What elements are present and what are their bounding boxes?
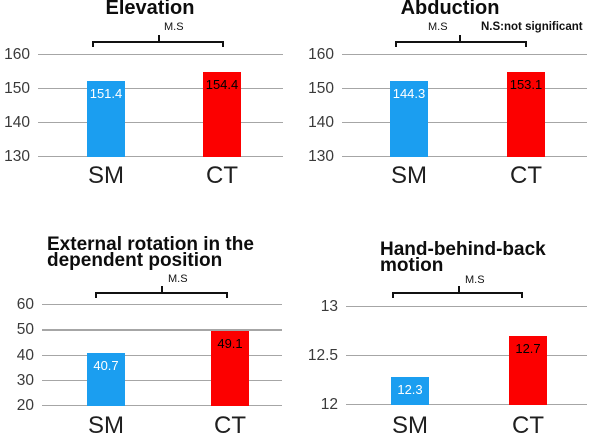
- y-tick-label: 13: [320, 298, 338, 315]
- significance-bracket-line: [395, 41, 527, 43]
- chart-elevation: Elevation M.S 160 150 140 130 151.4 SM 154.4 CT: [0, 0, 300, 218]
- gridline: [346, 404, 587, 406]
- y-tick-label: 130: [308, 148, 334, 165]
- bracket-right-tick: [525, 41, 527, 47]
- chart-title: Elevation: [0, 0, 300, 19]
- gridline: [342, 122, 587, 124]
- significance-bracket-line: [92, 41, 224, 43]
- bar-sm: 144.3: [390, 80, 428, 157]
- x-label-sm: SM: [88, 412, 124, 437]
- bracket-center-tick: [458, 286, 460, 292]
- bracket-right-tick: [222, 41, 224, 47]
- gridline: [42, 329, 282, 331]
- bracket-left-tick: [395, 41, 397, 47]
- chart-title-line: Abduction: [400, 0, 500, 19]
- significance-label: M.S: [428, 21, 448, 33]
- gridline: [342, 88, 587, 90]
- bar-value-label: 154.4: [205, 77, 239, 93]
- x-label-ct: CT: [214, 412, 246, 437]
- y-tick-label: 12: [320, 396, 338, 413]
- gridline: [346, 306, 587, 308]
- chart-abduction: Abduction M.S N.S:not significant 160 150 140…: [300, 0, 600, 218]
- bar-sm: 151.4: [87, 80, 125, 157]
- chart-title: Hand-behind-back motion: [380, 239, 546, 276]
- bar-value-label: 12.3: [397, 381, 423, 397]
- chart-title: Abduction: [300, 0, 600, 19]
- bracket-left-tick: [392, 292, 394, 298]
- bar-sm: 40.7: [87, 353, 125, 406]
- y-tick-label: 140: [4, 114, 30, 131]
- y-tick-label: 160: [308, 46, 334, 63]
- significance-label: M.S: [465, 274, 485, 286]
- bracket-left-tick: [92, 41, 94, 47]
- bar-ct: 12.7: [509, 336, 547, 405]
- gridline: [42, 304, 282, 306]
- y-tick-label: 20: [16, 397, 34, 414]
- x-label-sm: SM: [391, 162, 427, 189]
- y-tick-label: 140: [308, 114, 334, 131]
- y-tick-label: 12.5: [307, 347, 338, 364]
- y-tick-label: 160: [4, 46, 30, 63]
- chart-title-line: External rotation in the: [47, 234, 254, 255]
- x-label-sm: SM: [88, 162, 124, 189]
- x-label-sm: SM: [392, 412, 428, 437]
- gridline: [38, 54, 283, 56]
- gridline: [342, 54, 587, 56]
- significance-label: M.S: [168, 273, 188, 285]
- bar-value-label: 49.1: [217, 336, 243, 352]
- chart-title-line: motion: [380, 255, 444, 276]
- bracket-right-tick: [521, 292, 523, 298]
- y-tick-label: 150: [4, 80, 30, 97]
- bracket-left-tick: [95, 292, 97, 298]
- gridline: [42, 354, 282, 356]
- bracket-center-tick: [459, 35, 461, 41]
- bar-value-label: 151.4: [89, 85, 123, 101]
- bracket-center-tick: [161, 286, 163, 292]
- y-tick-label: 40: [16, 346, 34, 364]
- bracket-center-tick: [158, 35, 160, 41]
- ns-note: N.S:not significant: [481, 21, 583, 33]
- gridline: [342, 156, 587, 158]
- bracket-right-tick: [226, 292, 228, 298]
- bar-ct: 153.1: [507, 72, 545, 157]
- chart-title-line: Elevation: [105, 0, 195, 19]
- y-tick-label: 50: [16, 321, 34, 339]
- x-label-ct: CT: [510, 162, 542, 189]
- chart-external-rotation: External rotation in the dependent positi…: [0, 218, 300, 437]
- chart-title-line: Hand-behind-back: [380, 239, 546, 260]
- gridline: [38, 122, 283, 124]
- x-label-ct: CT: [512, 412, 544, 437]
- chart-hand-behind-back: Hand-behind-back motion M.S 13 12.5 12 12.3 SM 1…: [300, 218, 600, 437]
- y-tick-label: 130: [4, 148, 30, 165]
- bar-ct: 49.1: [211, 331, 249, 406]
- gridline: [42, 379, 282, 382]
- bar-value-label: 12.7: [515, 341, 541, 357]
- y-tick-label: 150: [308, 80, 334, 97]
- bar-value-label: 40.7: [93, 358, 119, 374]
- significance-label: M.S: [164, 21, 184, 33]
- gridline: [346, 355, 587, 357]
- x-label-ct: CT: [206, 162, 238, 189]
- gridline: [42, 405, 282, 407]
- bar-value-label: 153.1: [509, 77, 543, 93]
- y-tick-label: 30: [16, 371, 34, 389]
- bar-ct: 154.4: [203, 72, 241, 157]
- bar-sm: 12.3: [391, 376, 429, 405]
- significance-bracket-line: [392, 292, 523, 294]
- y-tick-label: 60: [16, 296, 34, 313]
- gridline: [38, 88, 283, 90]
- gridline: [38, 156, 283, 158]
- significance-bracket-line: [95, 292, 228, 294]
- bar-value-label: 144.3: [392, 85, 426, 101]
- chart-title: External rotation in the dependent positi…: [47, 234, 254, 271]
- chart-title-line: dependent position: [47, 250, 223, 271]
